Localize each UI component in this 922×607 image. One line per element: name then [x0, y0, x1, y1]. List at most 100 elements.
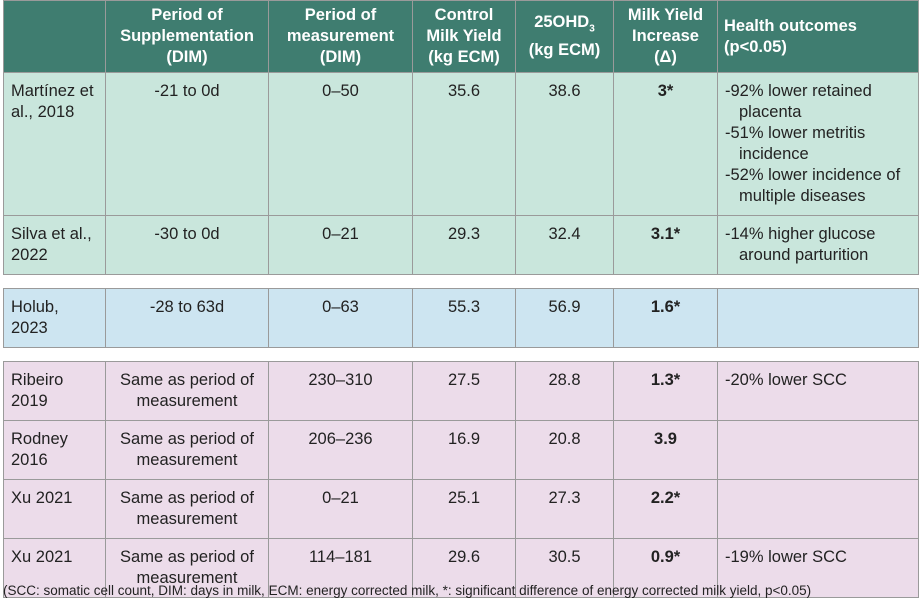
cell: 3* [613, 72, 718, 216]
cell-text: Ribeiro 2019 [11, 371, 64, 410]
cell: 25.1 [412, 479, 516, 539]
outcome-list: -14% higher glucose around parturition [725, 224, 911, 266]
cell: Martínez et al., 2018 [3, 72, 106, 216]
cell: 0–50 [268, 72, 413, 216]
cell: 1.6* [613, 288, 718, 348]
header-cell: Milk Yield Increase (Δ) [613, 0, 718, 73]
header-cell: Control Milk Yield (kg ECM) [412, 0, 516, 73]
study-row: Martínez et al., 2018 -21 to 0d 0–50 35.6 38… [3, 72, 919, 216]
header-cell: Period of Supplementation (DIM) [105, 0, 269, 73]
cell: 35.6 [412, 72, 516, 216]
cell: Xu 2021 [3, 479, 106, 539]
spacer-row [3, 347, 919, 362]
cell-text: 56.9 [548, 298, 581, 316]
cell-text: 38.6 [548, 82, 581, 100]
cell: 3.1* [613, 215, 718, 275]
cell: 0–21 [268, 479, 413, 539]
outcomes-cell: -19% lower SCC [717, 538, 919, 598]
cell-text: 1.6* [650, 298, 681, 316]
cell: 30.5 [515, 538, 614, 598]
cell-text: Xu 2021 [11, 548, 73, 566]
cell: 29.6 [412, 538, 516, 598]
header-text: Milk Yield Increase (Δ) [627, 6, 704, 66]
cell-text: 32.4 [548, 225, 581, 243]
cell-text: 1.3* [650, 371, 681, 389]
outcome-item: -20% lower SCC [725, 371, 847, 389]
cell: 16.9 [412, 420, 516, 480]
outcome-item: -52% lower incidence of multiple disease… [725, 166, 901, 205]
cell-text: Same as period of measurement [120, 548, 254, 587]
header-text: Period of Supplementation (DIM) [120, 6, 254, 66]
cell: 27.5 [412, 361, 516, 421]
study-row: Rodney 2016 Same as period of measurement… [3, 420, 919, 480]
cell-text: -21 to 0d [154, 82, 220, 100]
cell-text: Same as period of measurement [120, 489, 254, 528]
outcome-item: -51% lower metritis incidence [725, 124, 866, 163]
cell-text: 27.5 [447, 371, 481, 389]
outcome-list: -19% lower SCC [725, 547, 911, 568]
cell-text: 16.9 [447, 430, 481, 448]
cell: 56.9 [515, 288, 614, 348]
outcome-item: -14% higher glucose around parturition [725, 225, 876, 264]
cell: 0–21 [268, 215, 413, 275]
cell: 114–181 [268, 538, 413, 598]
cell-text: 30.5 [548, 548, 581, 566]
study-row: Ribeiro 2019 Same as period of measuremen… [3, 361, 919, 421]
header-cell: 25OHD3 (kg ECM) [515, 0, 614, 73]
cell: Same as period of measurement [105, 538, 269, 598]
cell: Same as period of measurement [105, 361, 269, 421]
cell-text: 27.3 [548, 489, 581, 507]
cell-text: 25.1 [447, 489, 481, 507]
cell-text: -30 to 0d [154, 225, 220, 243]
outcome-item: -92% lower retained placenta [725, 82, 872, 121]
study-table: Period of Supplementation (DIM) Period of… [3, 0, 919, 598]
cell: 0–63 [268, 288, 413, 348]
cell-text: -28 to 63d [149, 298, 225, 316]
cell: Same as period of measurement [105, 420, 269, 480]
cell: -30 to 0d [105, 215, 269, 275]
cell: 29.3 [412, 215, 516, 275]
cell: 2.2* [613, 479, 718, 539]
cell: Rodney 2016 [3, 420, 106, 480]
header-text: 25OHD [534, 13, 590, 32]
cell: 3.9 [613, 420, 718, 480]
cell-text: 2.2* [650, 489, 681, 507]
header-cell [3, 0, 106, 73]
cell: 32.4 [515, 215, 614, 275]
study-row: Xu 2021 Same as period of measurement 0–21… [3, 479, 919, 539]
cell-text: Holub, 2023 [11, 298, 59, 337]
cell: Same as period of measurement [105, 479, 269, 539]
cell-text: 3* [657, 82, 674, 100]
cell-text: Xu 2021 [11, 489, 73, 507]
cell-text: 3.1* [650, 225, 681, 243]
cell: 1.3* [613, 361, 718, 421]
outcomes-cell: -20% lower SCC [717, 361, 919, 421]
cell: 28.8 [515, 361, 614, 421]
header-cell: Health outcomes (p<0.05) [717, 0, 919, 73]
cell-text: 3.9 [654, 430, 677, 448]
cell-text: 29.3 [447, 225, 481, 243]
cell: 206–236 [268, 420, 413, 480]
cell-text: 0–21 [322, 489, 359, 507]
cell: -28 to 63d [105, 288, 269, 348]
cell-text: 114–181 [308, 548, 372, 566]
cell: 55.3 [412, 288, 516, 348]
cell: 0.9* [613, 538, 718, 598]
header-text: Control Milk Yield (kg ECM) [426, 6, 502, 66]
cell-text: 230–310 [308, 371, 373, 389]
cell-text: 35.6 [447, 82, 481, 100]
cell: 20.8 [515, 420, 614, 480]
spacer-row [3, 274, 919, 289]
cell-text: 0.9* [650, 548, 681, 566]
outcome-list: -20% lower SCC [725, 370, 911, 391]
cell-text: Same as period of measurement [120, 430, 254, 469]
cell-text: 20.8 [548, 430, 581, 448]
cell-text: 0–63 [322, 298, 359, 316]
cell-text: 0–50 [322, 82, 359, 100]
cell: Ribeiro 2019 [3, 361, 106, 421]
cell-text: Same as period of measurement [120, 371, 254, 410]
header-text: Period of measurement (DIM) [286, 6, 395, 66]
cell-text: Silva et al., 2022 [11, 225, 92, 264]
header-cell: Period of measurement (DIM) [268, 0, 413, 73]
cell: Holub, 2023 [3, 288, 106, 348]
